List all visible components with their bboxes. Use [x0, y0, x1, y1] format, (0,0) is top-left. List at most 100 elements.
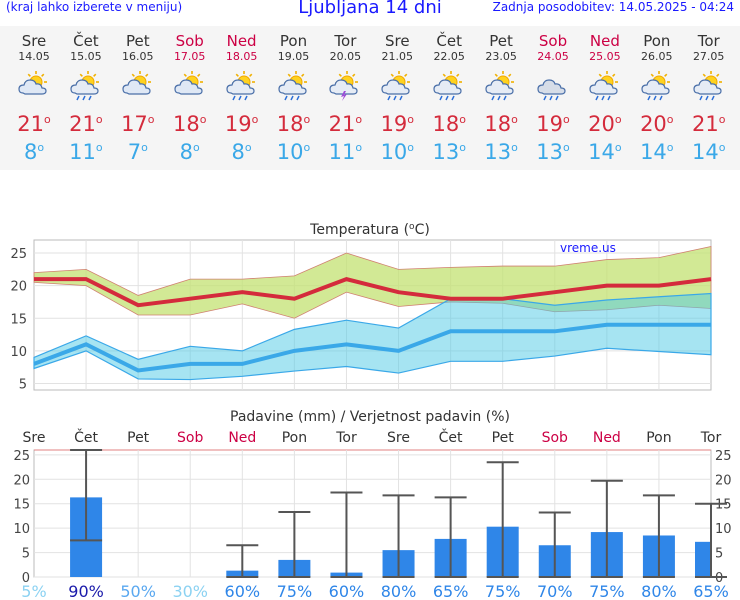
top-left-note: (kraj lahko izberete v meniju) [6, 0, 183, 14]
max-temperature: 21o [319, 106, 371, 136]
cloud-shape [485, 79, 514, 95]
sun-ray [235, 73, 239, 77]
forecast-day: Pet 23.05 18o 13o [475, 26, 527, 164]
rain-drop [549, 95, 553, 101]
degree-mark: o [666, 141, 674, 154]
min-temperature: 10o [268, 134, 320, 164]
x-category-label: Sob [177, 430, 203, 446]
rain-drop [711, 95, 715, 101]
max-temperature: 19o [527, 106, 579, 136]
x-category-label: Sre [387, 430, 410, 446]
degree-mark: o [407, 141, 415, 154]
day-name: Sob [175, 32, 204, 50]
day-name: Sob [538, 32, 568, 50]
sun-ray [611, 73, 616, 77]
rain-drop [295, 95, 300, 101]
rain-drop [491, 95, 495, 101]
cloud-shape [18, 79, 47, 95]
forecast-day: Tor 20.05 21o 11o [319, 26, 371, 164]
y-tick-label-right: 10 [715, 522, 732, 537]
min-temperature-line [33, 322, 711, 373]
max-temperature: 19o [216, 106, 268, 136]
probability-label: 80% [641, 582, 677, 600]
max-temperature-value: 21 [69, 112, 96, 136]
rain-drop [497, 95, 501, 101]
day-date: 16.05 [122, 50, 154, 63]
rain-drop [607, 95, 611, 101]
max-temperature: 17o [112, 106, 164, 136]
cloud-shape [537, 79, 566, 95]
max-temperature-value: 18 [172, 112, 200, 136]
forecast-day: Čet 22.05 18o 13o [423, 26, 475, 164]
x-category-label: Pet [127, 430, 150, 446]
degree-mark: o [44, 113, 51, 126]
sun-ray [300, 73, 304, 77]
sun-ray [650, 73, 654, 77]
min-temperature-value: 8 [231, 140, 245, 164]
degree-mark: o [511, 113, 518, 126]
precipitation-chart-title: Padavine (mm) / Verjetnost padavin (%) [230, 409, 510, 425]
degree-mark: o [511, 141, 518, 154]
y-tick-label-left: 15 [13, 498, 30, 513]
probability-label: 50% [120, 582, 156, 600]
min-temperature: 7o [112, 134, 164, 164]
sun-ray [404, 73, 408, 77]
max-temperature-value: 18 [432, 112, 460, 136]
sun-rain-icon [433, 71, 463, 101]
rain-drop [387, 95, 391, 101]
y-tick-label-left: 10 [13, 522, 30, 537]
y-tick-label-right: 5 [715, 547, 723, 562]
max-temperature: 20o [631, 106, 683, 136]
degree-mark: o [95, 141, 103, 154]
min-temperature: 11o [319, 134, 371, 164]
rain-drop [237, 95, 242, 101]
min-temperature-value: 14 [588, 140, 615, 164]
x-category-label: Sre [23, 430, 46, 446]
probability-label: 65% [693, 582, 729, 600]
day-date: 18.05 [225, 50, 258, 63]
max-temperature-value: 21 [691, 112, 719, 136]
cloud-shape [641, 79, 670, 95]
max-temperature: 21o [8, 106, 60, 136]
partly-cloudy-icon [18, 71, 47, 95]
min-temperature: 11o [60, 134, 112, 164]
day-name: Pet [489, 32, 513, 50]
sun-ray [144, 73, 149, 77]
x-category-label: Pon [282, 430, 307, 446]
min-temperature: 8o [8, 134, 60, 164]
degree-mark: o [563, 141, 570, 154]
max-temperature: 20o [579, 106, 631, 136]
day-date: 17.05 [173, 50, 206, 63]
precipitation-bar [695, 541, 712, 577]
sun-ray [494, 73, 499, 77]
max-temperature-value: 18 [276, 112, 304, 136]
degree-mark: o [355, 141, 363, 154]
degree-mark: o [718, 141, 726, 154]
max-temperature-value: 20 [640, 112, 667, 136]
degree-mark: o [199, 113, 207, 126]
y-tick-label-right: 0 [715, 571, 723, 586]
forecast-day: Pon 26.05 20o 14o [631, 26, 683, 164]
sun-ray [508, 73, 512, 77]
min-temperature-value: 11 [328, 140, 356, 164]
min-temperature: 8o [164, 134, 216, 164]
x-category-label: Tor [700, 430, 722, 446]
page-title: Ljubljana 14 dni [298, 0, 442, 18]
y-tick-label-right: 15 [715, 498, 732, 513]
day-name: Čet [73, 32, 99, 50]
sun-ray [79, 73, 83, 77]
day-date: 15.05 [70, 50, 102, 63]
sun-ray [598, 73, 602, 77]
min-temperature-value: 8 [23, 140, 38, 164]
rain-drop [439, 95, 443, 101]
day-name: Pon [643, 32, 671, 50]
sun-rain-icon [277, 71, 307, 101]
rain-drop [82, 95, 86, 101]
forecast-day: Sre 14.05 21o 8o [8, 26, 60, 164]
sun-ray [702, 73, 706, 77]
day-date: 27.05 [692, 50, 725, 63]
min-temperature-value: 14 [691, 140, 719, 164]
y-tick-label: 20 [10, 280, 27, 295]
day-date: 26.05 [641, 50, 673, 63]
probability-label: 5% [21, 582, 46, 600]
